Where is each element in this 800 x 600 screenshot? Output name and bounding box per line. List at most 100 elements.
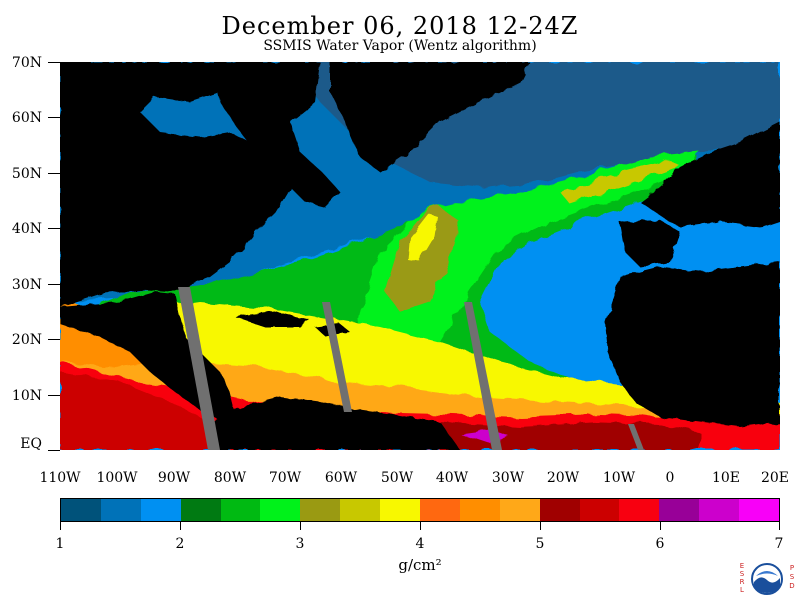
svg-text:S: S [740, 570, 745, 578]
colorbar-segment [180, 499, 221, 521]
map-title: December 06, 2018 12-24Z [221, 12, 579, 40]
colorbar-tick [180, 522, 181, 530]
north-america-land [60, 62, 290, 307]
colorbar-segment [539, 499, 580, 521]
colorbar-segment [220, 499, 261, 521]
colorbar-units: g/cm² [398, 556, 442, 574]
atmospheric-river-olive [385, 207, 460, 312]
svg-text:P: P [790, 564, 794, 572]
colorbar-segment [61, 499, 101, 521]
lon-label: 20E [760, 470, 790, 486]
colorbar-segment [260, 499, 301, 521]
colorbar-tick [300, 522, 301, 530]
atmospheric-river-green [350, 152, 700, 362]
svg-text:S: S [790, 573, 795, 581]
colorbar-segment [420, 499, 460, 521]
lon-label: 30W [491, 470, 525, 486]
map-subtitle: SSMIS Water Vapor (Wentz algorithm) [263, 38, 537, 54]
colorbar-tick [60, 522, 61, 530]
lon-label: 10E [711, 470, 741, 486]
colorbar-segment [659, 499, 700, 521]
colorbar-segment [340, 499, 381, 521]
lat-label: EQ [20, 436, 42, 452]
colorbar-tick [660, 522, 661, 530]
colorbar-segment [499, 499, 540, 521]
water-vapor-map [60, 62, 780, 450]
mexico-central-america-land [60, 292, 235, 420]
canada-east-land [210, 62, 340, 207]
lat-tick [48, 395, 60, 396]
europe-land [640, 122, 780, 237]
colorbar-tick-label: 7 [774, 536, 784, 552]
colorbar-segment [100, 499, 141, 521]
svg-text:R: R [740, 578, 745, 586]
lat-tick [48, 62, 60, 63]
colorbar-segment [300, 499, 341, 521]
land-masses [60, 62, 780, 450]
lat-label: 40N [11, 221, 42, 237]
missing-data-swaths [178, 287, 644, 450]
lat-label: 10N [11, 388, 42, 404]
colorbar-tick [779, 522, 780, 530]
svg-text:D: D [789, 582, 794, 590]
africa-land [605, 262, 780, 427]
lon-label: 20W [546, 470, 580, 486]
atmospheric-river-yellow [408, 214, 438, 262]
iberia-land [620, 220, 680, 267]
lon-label: 70W [268, 470, 302, 486]
swath-caribbean [322, 302, 352, 412]
colorbar-tick-label: 1 [55, 536, 65, 552]
swath-central-atlantic [464, 302, 502, 450]
lon-label: 100W [96, 470, 138, 486]
colorbar-segment [579, 499, 620, 521]
colorbar-segment [739, 499, 780, 521]
south-america-land [210, 397, 460, 450]
lon-label: 50W [380, 470, 414, 486]
lat-tick [48, 284, 60, 285]
colorbar-tick-label: 5 [535, 536, 545, 552]
svg-text:E: E [740, 562, 744, 570]
swath-gulf-of-guinea [628, 424, 644, 450]
cuba-caribbean-land [235, 312, 310, 327]
colorbar [60, 498, 780, 522]
colorbar-tick-label: 2 [175, 536, 185, 552]
mediterranean-water [680, 222, 780, 254]
noaa-emblem-gull [756, 571, 778, 576]
lat-label: 60N [11, 110, 42, 126]
colorbar-tick [540, 522, 541, 530]
colorbar-tick-label: 6 [655, 536, 665, 552]
jet-streak-yellow [560, 160, 680, 204]
greenland-land [330, 62, 530, 172]
swath-gulf [178, 287, 220, 450]
lat-label: 20N [11, 332, 42, 348]
svg-text:L: L [740, 586, 744, 594]
colorbar-tick-label: 4 [415, 536, 425, 552]
lon-label: 80W [213, 470, 247, 486]
colorbar-tick-label: 3 [295, 536, 305, 552]
lon-label: 0 [665, 470, 675, 486]
lon-label: 110W [39, 470, 81, 486]
colorbar-segment [380, 499, 421, 521]
colorbar-segment [140, 499, 181, 521]
colorbar-tick [420, 522, 421, 530]
itcz-deep-red [60, 372, 240, 450]
lat-tick [48, 228, 60, 229]
logo-right-letters: PSD [789, 564, 794, 590]
colorbar-segment [699, 499, 740, 521]
colorbar-segment [619, 499, 660, 521]
lon-label: 10W [602, 470, 636, 486]
lon-label: 90W [157, 470, 191, 486]
noaa-emblem-wave [754, 577, 780, 593]
lat-label: 70N [11, 55, 42, 71]
colorbar-segment [459, 499, 500, 521]
lat-tick [48, 173, 60, 174]
lon-label: 40W [435, 470, 469, 486]
lat-label: 30N [11, 277, 42, 293]
lat-tick [48, 339, 60, 340]
lat-tick [48, 450, 60, 451]
lat-label: 50N [11, 166, 42, 182]
lon-label: 60W [324, 470, 358, 486]
lat-tick [48, 117, 60, 118]
